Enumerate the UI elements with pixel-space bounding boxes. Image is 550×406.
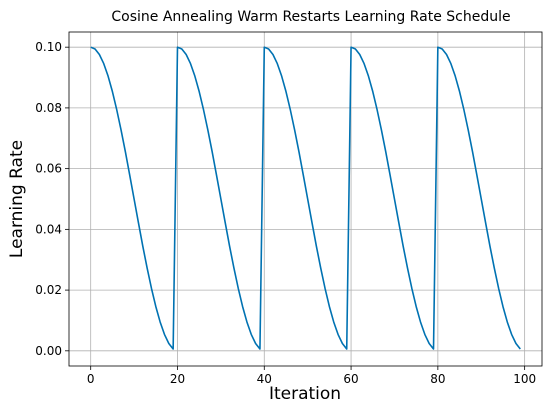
- y-axis-label: Learning Rate: [7, 140, 27, 258]
- chart-title: Cosine Annealing Warm Restarts Learning …: [111, 9, 510, 25]
- series-group: [90, 46, 521, 350]
- plot-frame: [68, 31, 543, 367]
- y-tick-label: 0.00: [35, 344, 62, 358]
- x-tick-label: 20: [170, 372, 185, 386]
- grid: [69, 32, 542, 366]
- x-tick-label: 100: [513, 372, 536, 386]
- y-tick-label: 0.10: [35, 40, 62, 54]
- y-axis-ticks: 0.00 0.02 0.04 0.06 0.08 0.10: [35, 40, 69, 358]
- series-line: [90, 46, 521, 350]
- x-tick-label: 80: [430, 372, 445, 386]
- x-tick-label: 0: [87, 372, 95, 386]
- y-tick-label: 0.08: [35, 101, 62, 115]
- y-tick-label: 0.06: [35, 162, 62, 176]
- x-axis-ticks: 0 20 40 60 80 100: [87, 366, 536, 386]
- y-tick-label: 0.04: [35, 222, 62, 236]
- y-tick-label: 0.02: [35, 283, 62, 297]
- x-tick-label: 40: [257, 372, 272, 386]
- x-axis-label: Iteration: [269, 384, 341, 404]
- x-tick-label: 60: [343, 372, 358, 386]
